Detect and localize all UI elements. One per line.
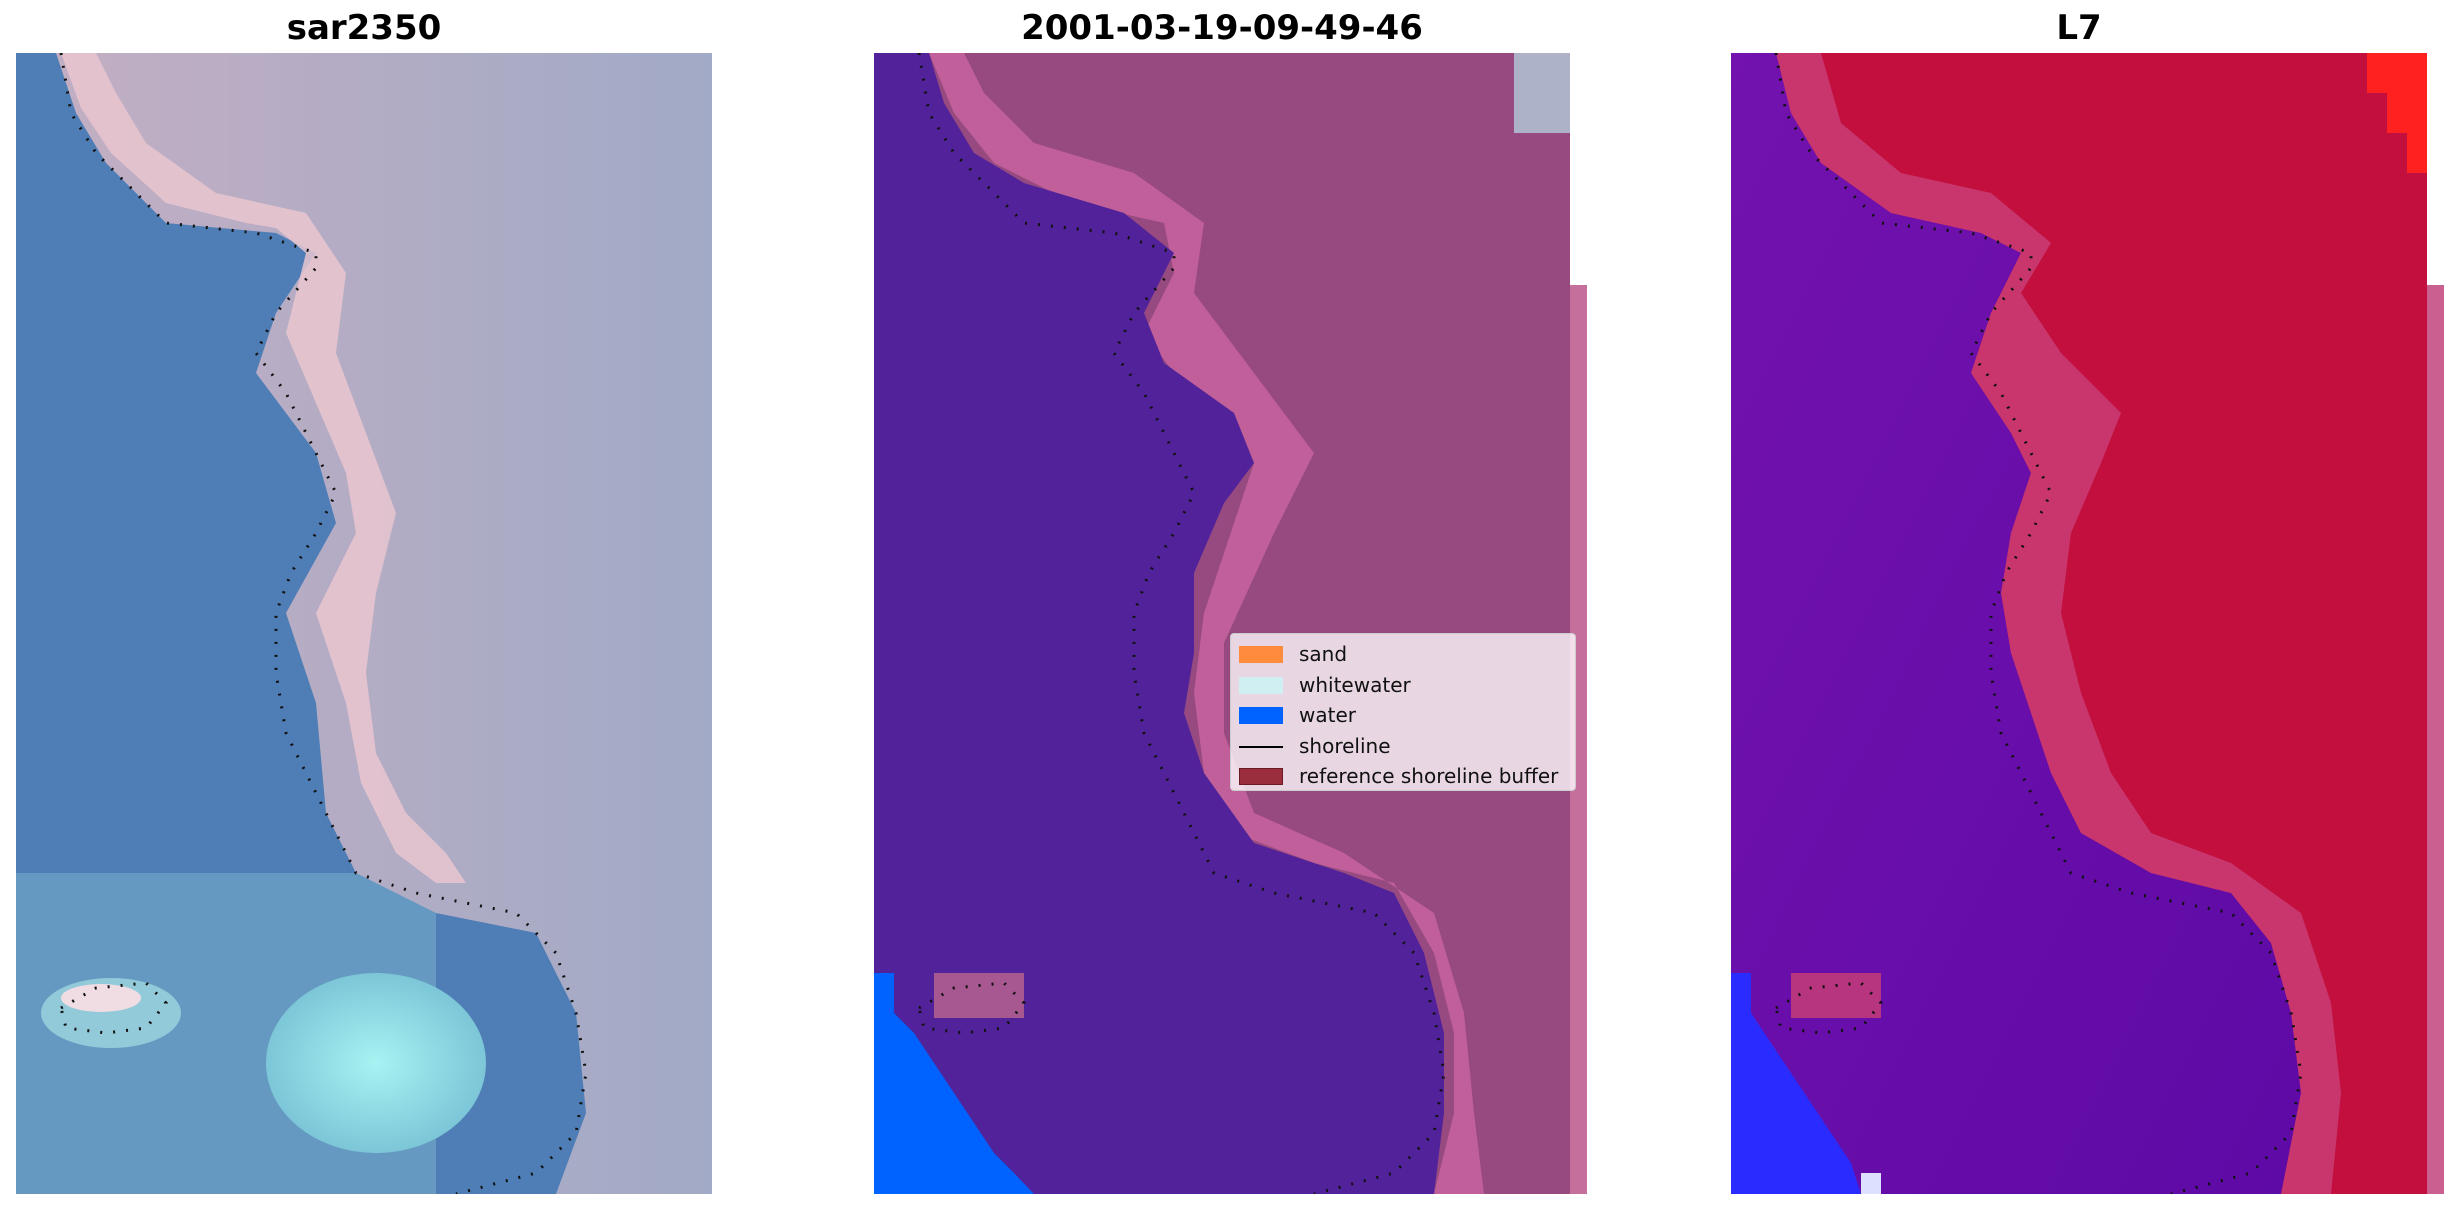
whitewater-patch — [266, 973, 486, 1153]
legend-swatch-reference-buffer — [1239, 768, 1283, 785]
shoreline — [59, 53, 588, 1194]
legend-label-reference-buffer: reference shoreline buffer — [1299, 764, 1559, 788]
legend-line-shoreline — [1239, 745, 1283, 748]
water-class — [874, 53, 1444, 1194]
sand-island — [1791, 973, 1881, 1018]
panel-title-l7: L7 — [2056, 8, 2102, 48]
corner-pixels — [1514, 53, 1570, 133]
rgb-image-panel — [16, 53, 712, 1194]
legend-item-water: water — [1231, 700, 1575, 731]
legend-item-sand: sand — [1231, 639, 1575, 670]
legend-item-shoreline: shoreline — [1231, 731, 1575, 762]
blue-pixels — [1731, 973, 1861, 1194]
shoreline — [917, 53, 1446, 1194]
buffer-band — [1776, 53, 2341, 1194]
sand-band — [61, 53, 466, 883]
legend-item-reference-buffer: reference shoreline buffer — [1231, 761, 1575, 792]
rgb-image — [16, 53, 712, 1194]
legend-swatch-whitewater — [1239, 676, 1283, 694]
water-pixels — [874, 973, 1034, 1194]
sand-island — [61, 984, 141, 1012]
white-pixel — [1861, 1173, 1881, 1194]
panel-title-sar2350: sar2350 — [286, 8, 442, 48]
water-area — [1731, 53, 2301, 1194]
legend-label-water: water — [1299, 703, 1356, 727]
sand-island-class — [934, 973, 1024, 1018]
legend-label-whitewater: whitewater — [1299, 672, 1411, 697]
buffer-band — [929, 53, 1570, 1194]
buffer-strip — [2427, 285, 2444, 1194]
legend-label-shoreline: shoreline — [1299, 733, 1391, 758]
buffer-strip — [1570, 285, 1587, 1194]
classified-image-panel — [874, 53, 1570, 1194]
legend-label-sand: sand — [1299, 642, 1348, 666]
classified-image — [874, 53, 1570, 1194]
legend-swatch-water — [1239, 707, 1283, 724]
bright-red-pixels — [2367, 53, 2427, 173]
legend: sand whitewater water shoreline referenc… — [1230, 633, 1576, 791]
l7-image — [1731, 53, 2427, 1194]
land-area — [56, 53, 712, 1194]
legend-item-whitewater: whitewater — [1231, 670, 1575, 701]
shoreline — [1774, 53, 2303, 1194]
panel-title-date: 2001-03-19-09-49-46 — [1021, 8, 1423, 48]
legend-swatch-sand — [1239, 646, 1283, 663]
l7-image-panel — [1731, 53, 2427, 1194]
